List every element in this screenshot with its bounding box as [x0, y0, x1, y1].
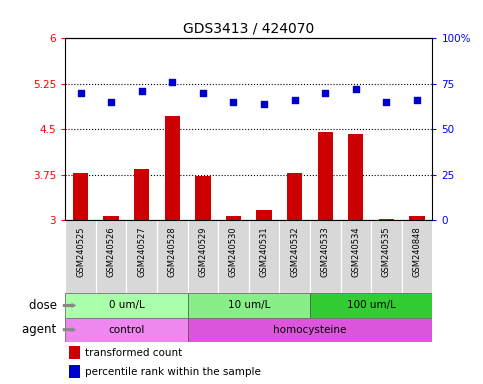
Text: GSM240525: GSM240525 [76, 226, 85, 277]
Bar [73, 173, 88, 220]
Point [77, 90, 85, 96]
Text: GSM240527: GSM240527 [137, 226, 146, 277]
Text: agent: agent [22, 323, 60, 336]
Point [138, 88, 145, 94]
Text: 0 um/L: 0 um/L [109, 300, 144, 311]
Point [352, 86, 360, 93]
Bar [65, 318, 187, 342]
Text: 10 um/L: 10 um/L [227, 300, 270, 311]
Point [169, 79, 176, 85]
Text: GSM240534: GSM240534 [351, 226, 360, 277]
Bar [134, 169, 149, 220]
Bar [341, 220, 371, 293]
Text: GSM240533: GSM240533 [321, 226, 330, 277]
Text: GSM240531: GSM240531 [259, 226, 269, 277]
Bar [249, 220, 279, 293]
Bar [65, 220, 96, 293]
Bar [348, 134, 364, 220]
Bar [218, 220, 249, 293]
Bar [410, 215, 425, 220]
Text: transformed count: transformed count [85, 348, 183, 358]
Bar [279, 220, 310, 293]
Point [321, 90, 329, 96]
Bar [127, 220, 157, 293]
Point [107, 99, 115, 105]
Bar [187, 318, 432, 342]
Bar [226, 215, 241, 220]
Bar [103, 215, 119, 220]
Bar [65, 293, 187, 318]
Title: GDS3413 / 424070: GDS3413 / 424070 [183, 22, 314, 36]
Bar [187, 220, 218, 293]
Bar [195, 175, 211, 220]
Point [291, 97, 298, 103]
Text: GSM240848: GSM240848 [412, 226, 422, 277]
Bar [96, 220, 127, 293]
Bar [318, 132, 333, 220]
Text: GSM240526: GSM240526 [107, 226, 115, 277]
Bar [371, 220, 402, 293]
Text: percentile rank within the sample: percentile rank within the sample [85, 367, 261, 377]
Bar [287, 173, 302, 220]
Point [413, 97, 421, 103]
Bar [310, 293, 432, 318]
Text: control: control [108, 324, 144, 335]
Bar [187, 293, 310, 318]
Bar [379, 218, 394, 220]
Point [199, 90, 207, 96]
Text: GSM240532: GSM240532 [290, 226, 299, 277]
Text: GSM240535: GSM240535 [382, 226, 391, 277]
Text: homocysteine: homocysteine [273, 324, 347, 335]
Bar [69, 365, 80, 378]
Text: GSM240530: GSM240530 [229, 226, 238, 277]
Bar [310, 220, 341, 293]
Bar [256, 210, 272, 220]
Text: GSM240528: GSM240528 [168, 226, 177, 277]
Text: dose: dose [28, 299, 60, 312]
Text: 100 um/L: 100 um/L [347, 300, 396, 311]
Bar [157, 220, 187, 293]
Bar [165, 116, 180, 220]
Point [229, 99, 237, 105]
Text: GSM240529: GSM240529 [199, 226, 207, 277]
Bar [402, 220, 432, 293]
Bar [69, 346, 80, 359]
Point [383, 99, 390, 105]
Point [260, 101, 268, 107]
